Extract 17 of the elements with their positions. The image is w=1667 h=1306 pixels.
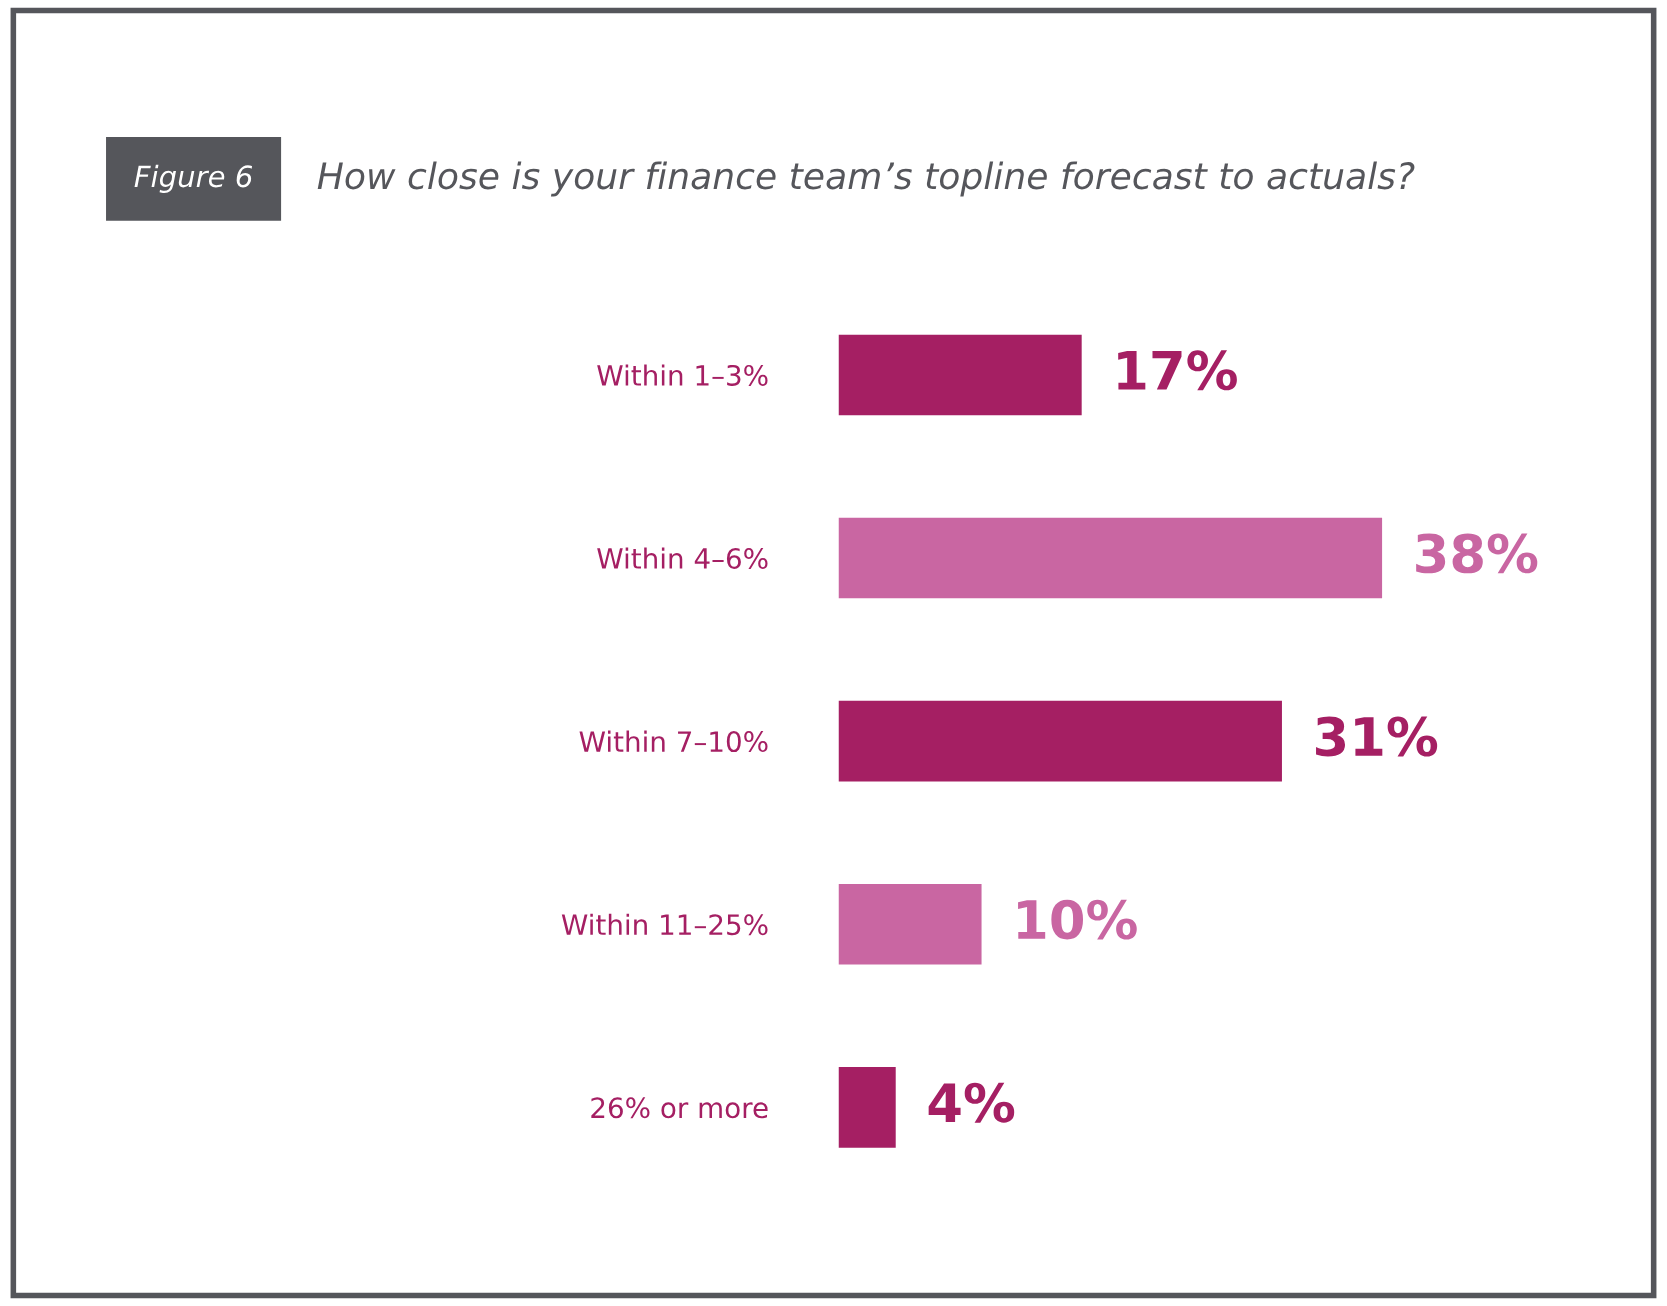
y-tick-label: Within 1–3% <box>597 364 768 386</box>
caption: Figure 6 <box>134 164 253 194</box>
chart-title: How close is your finance team’s topline forecast to actuals? <box>317 161 1415 197</box>
y-tick-label: Within 4–6% <box>597 547 768 569</box>
bar <box>838 517 1383 599</box>
data-label: 10% <box>1018 899 1137 940</box>
data-label: 31% <box>1316 716 1438 757</box>
y-tick-label: 26% or more <box>591 1097 768 1119</box>
data-label: 4% <box>928 1082 1015 1123</box>
bar <box>838 883 982 965</box>
data-label: 17% <box>1118 350 1237 391</box>
bar <box>838 700 1282 782</box>
y-tick-label: Within 7–10% <box>579 730 768 753</box>
bar <box>838 334 1082 416</box>
data-label: 38% <box>1416 533 1538 574</box>
y-tick-label: Within 11–25% <box>561 913 768 936</box>
bar <box>838 1067 896 1148</box>
